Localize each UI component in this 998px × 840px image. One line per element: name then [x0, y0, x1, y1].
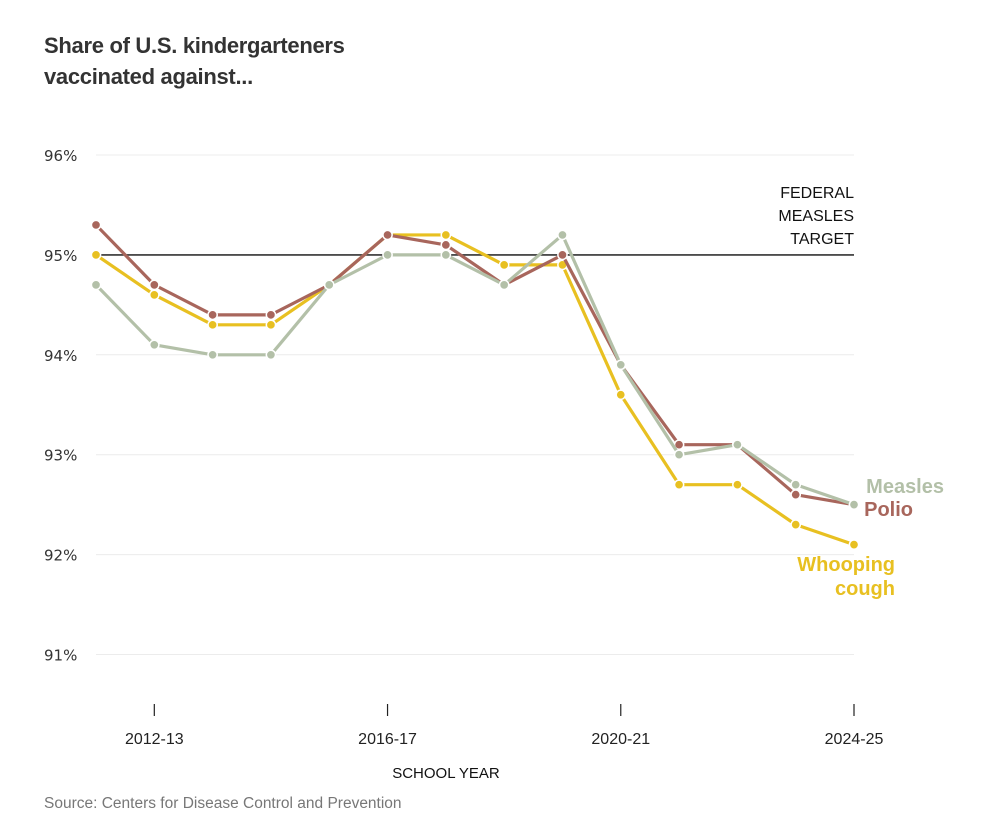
data-point [382, 229, 393, 241]
series-line [94, 233, 855, 507]
data-point [790, 479, 802, 491]
data-point [90, 249, 102, 261]
series-label-measles: Measles [866, 476, 944, 498]
chart-title-line-2: vaccinated against... [44, 64, 253, 89]
data-point [440, 239, 452, 251]
chart-title-line-1: Share of U.S. kindergarteners [44, 33, 345, 58]
federal-target-label: TARGET [790, 231, 854, 248]
y-tick-label: 93% [44, 447, 77, 465]
x-tick-label: 2016-17 [358, 731, 417, 748]
federal-target-line-group: FEDERAL MEASLES TARGET [96, 185, 854, 256]
chart-title: Share of U.S. kindergarteners vaccinated… [44, 30, 345, 92]
data-point [207, 319, 218, 331]
data-point [732, 479, 743, 491]
y-tick-label: 91% [44, 647, 77, 665]
data-point [207, 349, 218, 361]
series-label-whooping-cough: cough [835, 578, 895, 600]
data-point [265, 349, 277, 361]
gridlines [96, 154, 854, 655]
y-tick-label: 94% [44, 347, 77, 365]
data-point [790, 489, 802, 501]
x-tick-label: 2020-21 [591, 731, 650, 748]
data-point [673, 479, 685, 491]
data-point [440, 229, 452, 241]
data-point [148, 279, 160, 291]
x-tick-label: 2024-25 [825, 731, 884, 748]
data-point [498, 279, 510, 291]
data-point [498, 259, 510, 271]
data-point [615, 389, 627, 401]
x-axis: 2012-13 2016-17 2020-21 2024-25 [125, 704, 884, 748]
series-group [90, 219, 860, 550]
x-tick-label: 2012-13 [125, 731, 184, 748]
data-point [90, 279, 102, 291]
series-label-whooping-cough: Whooping [797, 554, 895, 576]
y-tick-label: 96% [44, 147, 77, 165]
data-point [732, 439, 743, 451]
data-point [323, 279, 335, 291]
series-line [94, 223, 855, 507]
data-point [440, 249, 452, 261]
data-point [615, 359, 627, 371]
data-point [148, 289, 160, 301]
source-note: Source: Centers for Disease Control and … [44, 795, 402, 812]
data-point [673, 449, 685, 461]
series-polio [90, 219, 860, 510]
series-line [95, 233, 855, 547]
data-point [382, 249, 393, 261]
data-point [848, 499, 860, 510]
data-point [148, 339, 160, 351]
data-point [790, 519, 802, 530]
y-tick-label: 95% [44, 247, 77, 265]
data-point [90, 219, 102, 231]
data-point [557, 229, 568, 241]
federal-target-label: MEASLES [778, 208, 854, 225]
data-point [557, 249, 568, 261]
series-whooping-cough [90, 229, 860, 550]
data-point [848, 539, 860, 550]
federal-target-label: FEDERAL [780, 185, 854, 202]
x-axis-title: SCHOOL YEAR [392, 765, 500, 782]
series-label-polio: Polio [864, 499, 913, 521]
y-axis: 96% 95% 94% 93% 92% 91% [44, 147, 77, 665]
data-point [265, 319, 277, 331]
series-measles [90, 229, 860, 510]
y-tick-label: 92% [44, 547, 77, 565]
data-point [265, 309, 277, 321]
data-point [207, 309, 218, 321]
